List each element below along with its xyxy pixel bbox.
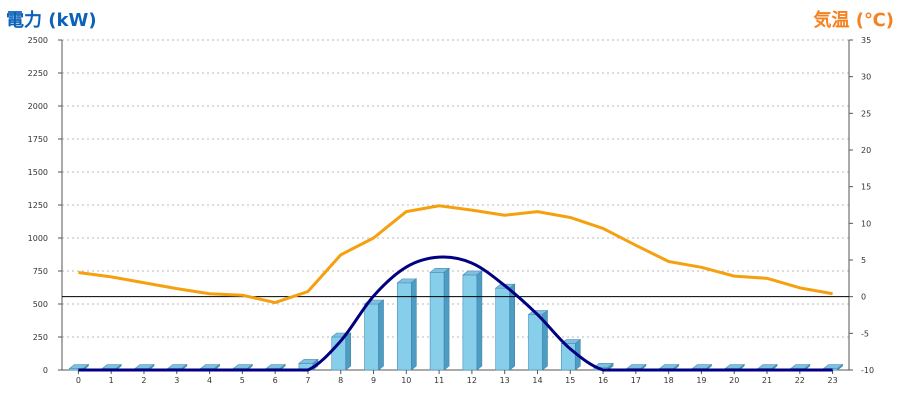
- right-tick-label: 10: [861, 219, 871, 228]
- x-tick-label: 11: [434, 376, 444, 385]
- right-tick-label: 0: [861, 293, 866, 302]
- x-tick-label: 1: [109, 376, 114, 385]
- x-tick-label: 6: [273, 376, 278, 385]
- bar-front: [462, 274, 478, 371]
- right-tick-label: -5: [861, 329, 869, 338]
- x-tick-label: 20: [729, 376, 739, 385]
- bar-side: [443, 267, 450, 371]
- x-tick-label: 0: [76, 376, 81, 385]
- x-tick-label: 15: [565, 376, 575, 385]
- bar-side: [345, 332, 352, 371]
- left-tick-label: 1500: [28, 168, 48, 177]
- x-tick-label: 8: [338, 376, 343, 385]
- right-tick-label: 20: [861, 146, 871, 155]
- bar-front: [397, 282, 412, 371]
- x-tick-label: 17: [631, 376, 641, 385]
- x-tick-label: 4: [207, 376, 212, 385]
- left-tick-label: 2250: [28, 69, 48, 78]
- right-axis-title: 気温 (℃): [813, 10, 894, 31]
- bar-side: [837, 363, 843, 371]
- x-tick-label: 16: [598, 376, 608, 385]
- left-tick-label: 0: [43, 366, 48, 375]
- right-tick-label: 35: [861, 36, 871, 45]
- left-tick-label: 750: [33, 267, 48, 276]
- left-tick-label: 1250: [28, 201, 48, 210]
- bar-front: [528, 314, 543, 371]
- bar-front: [495, 287, 510, 371]
- left-tick-label: 250: [33, 333, 48, 342]
- x-tick-label: 7: [305, 376, 310, 385]
- right-tick-label: 5: [861, 256, 866, 265]
- left-axis-title: 電力 (kW): [6, 10, 97, 31]
- bar-side: [476, 270, 483, 371]
- temperature-line: [78, 204, 833, 305]
- x-tick-label: 21: [762, 376, 772, 385]
- x-tick-label: 19: [696, 376, 706, 385]
- right-tick-label: 25: [861, 109, 871, 118]
- x-tick-label: 2: [141, 376, 146, 385]
- x-tick-label: 3: [174, 376, 179, 385]
- x-tick-label: 14: [532, 376, 542, 385]
- left-tick-label: 1000: [28, 234, 48, 243]
- bar-side: [509, 283, 515, 371]
- bar-side: [411, 278, 417, 371]
- x-tick-label: 12: [467, 376, 477, 385]
- power-smooth-line: [78, 255, 833, 372]
- x-tick-label: 13: [500, 376, 510, 385]
- bar-side: [378, 299, 384, 371]
- left-tick-label: 500: [33, 300, 48, 309]
- x-tick-label: 10: [401, 376, 411, 385]
- left-tick-label: 2500: [28, 36, 48, 45]
- x-tick-label: 9: [371, 376, 376, 385]
- left-tick-label: 2000: [28, 102, 48, 111]
- x-tick-label: 22: [795, 376, 805, 385]
- x-tick-label: 18: [664, 376, 674, 385]
- right-tick-label: 30: [861, 73, 871, 82]
- left-tick-label: 1750: [28, 135, 48, 144]
- bar-front: [429, 272, 445, 371]
- bar-front: [364, 303, 379, 371]
- x-tick-label: 5: [240, 376, 245, 385]
- right-tick-label: 15: [861, 183, 871, 192]
- x-tick-label: 23: [828, 376, 838, 385]
- right-tick-label: -10: [861, 366, 874, 375]
